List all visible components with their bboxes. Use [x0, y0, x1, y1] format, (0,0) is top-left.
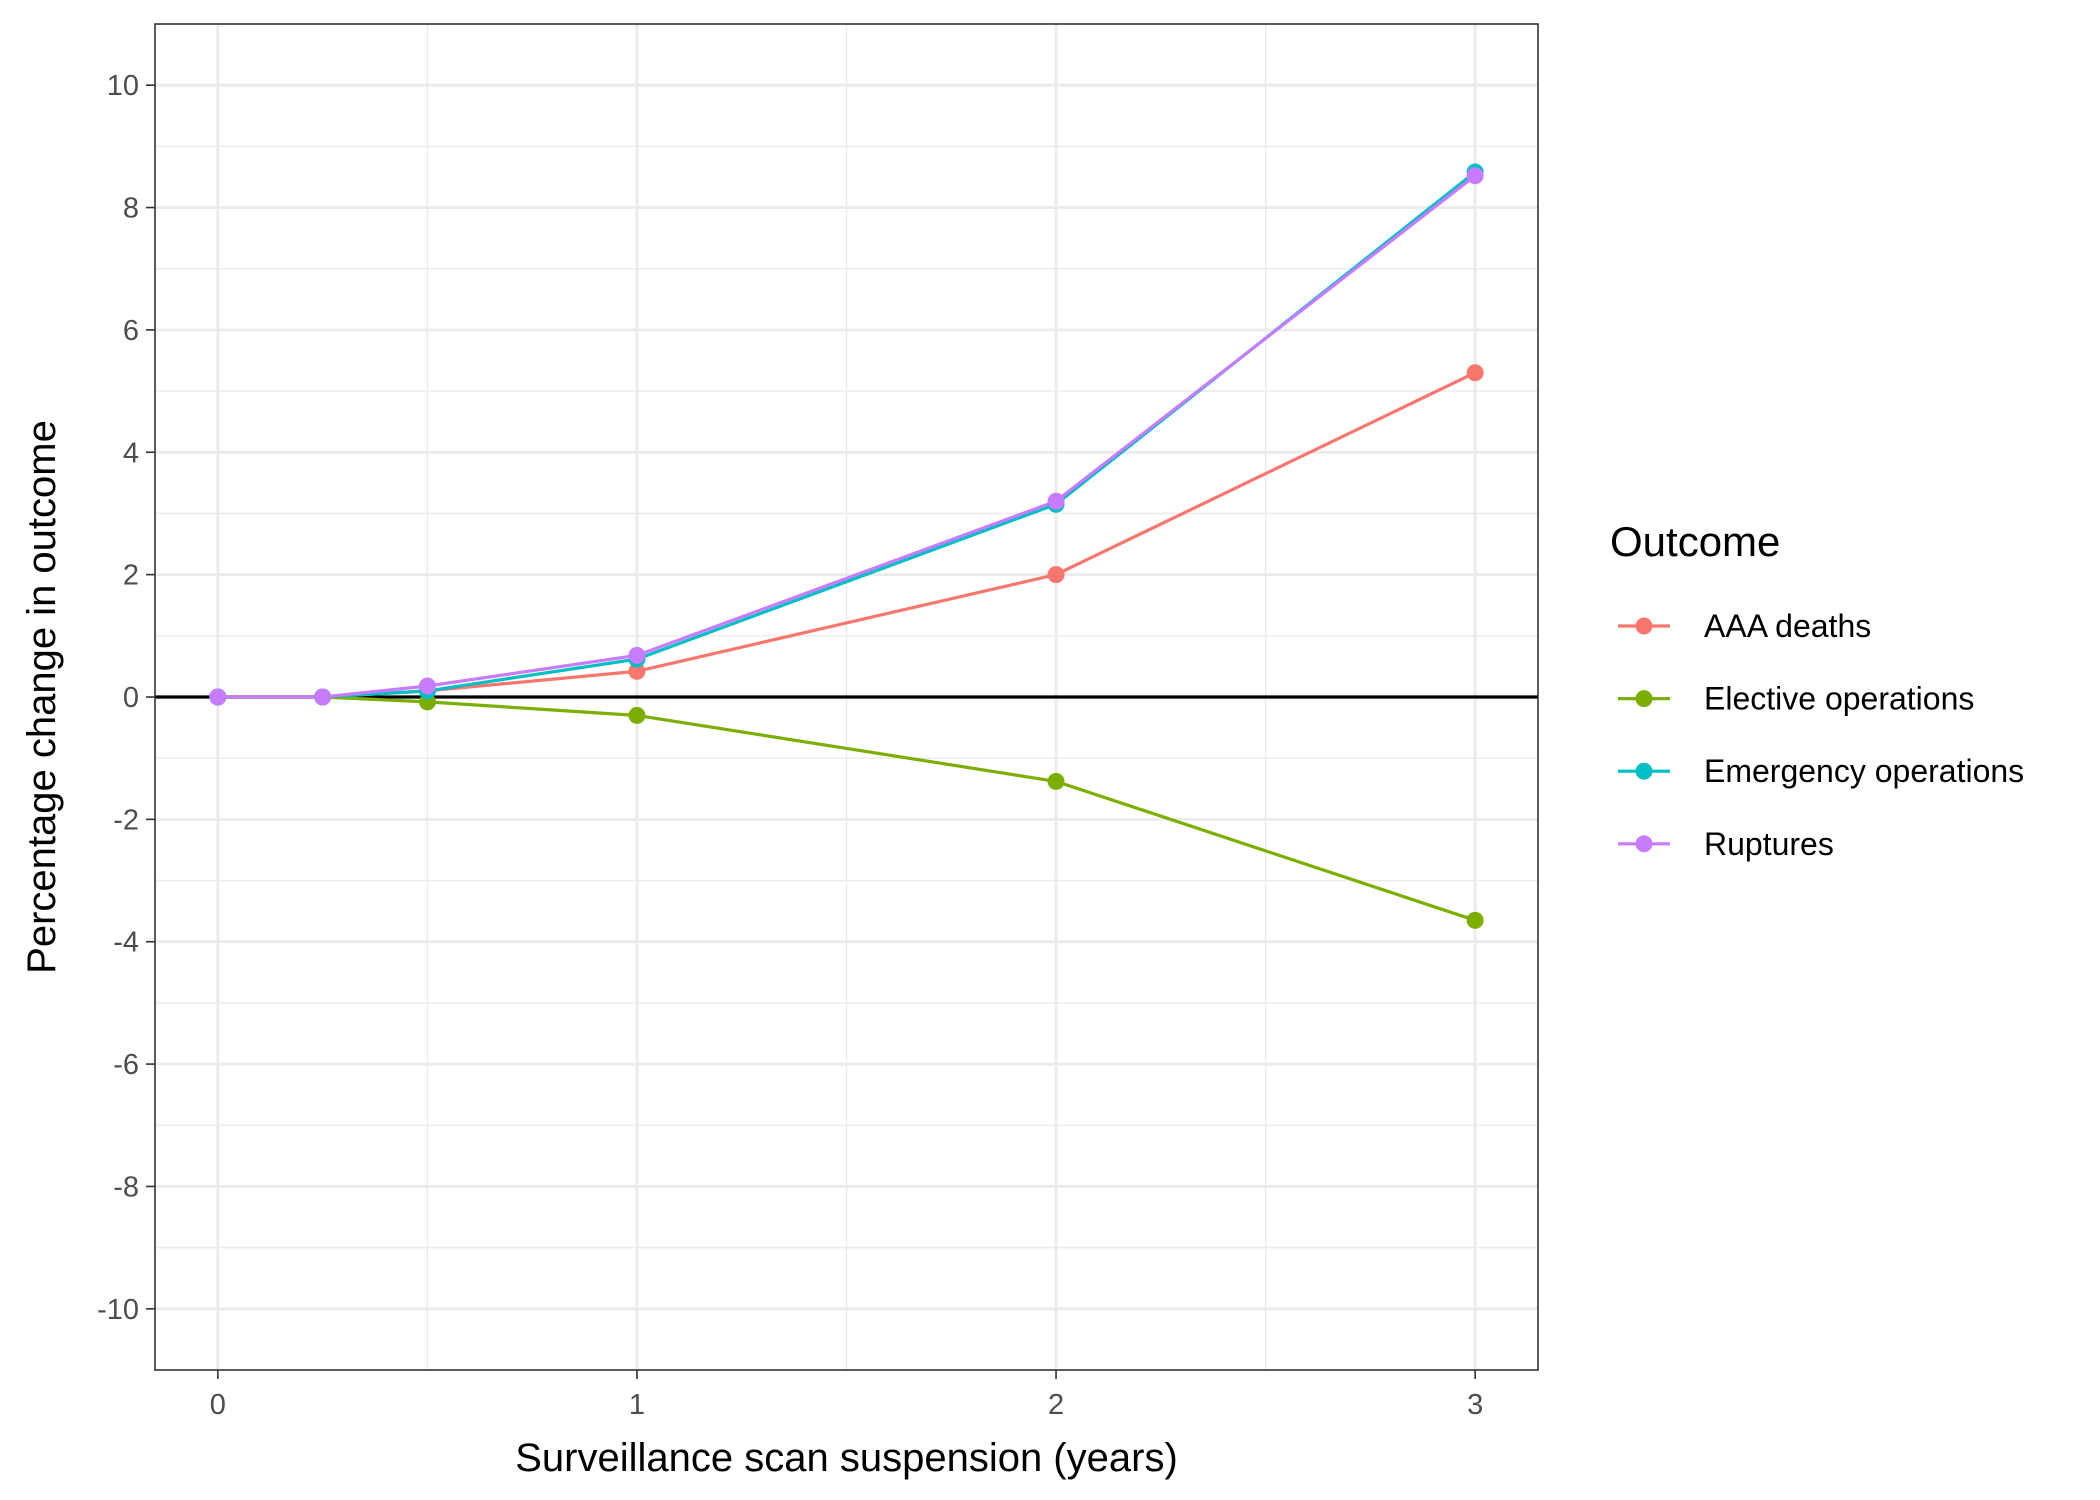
- y-tick-label: 6: [123, 315, 139, 347]
- series-group: [209, 163, 1484, 929]
- x-tick-label: 0: [210, 1389, 226, 1421]
- legend-label-1: Elective operations: [1704, 681, 1974, 717]
- legend-label-0: AAA deaths: [1704, 608, 1871, 644]
- x-tick-label: 2: [1048, 1389, 1064, 1421]
- legend: Outcome AAA deaths Elective operations Eme…: [1610, 518, 2024, 862]
- y-tick-label: 4: [123, 437, 139, 469]
- y-tick-label: -4: [113, 927, 139, 959]
- legend-title: Outcome: [1610, 518, 1780, 565]
- y-axis-title: Percentage change in outcome: [20, 420, 64, 974]
- legend-key-point: [1635, 617, 1653, 635]
- data-point-0-4: [1047, 566, 1065, 584]
- data-point-3-0: [209, 688, 227, 706]
- x-tick-label: 1: [629, 1389, 645, 1421]
- data-point-0-3: [628, 662, 646, 680]
- legend-key-point: [1635, 835, 1653, 853]
- y-tick-label: 8: [123, 193, 139, 225]
- data-point-3-1: [314, 688, 332, 706]
- y-tick-label: -10: [97, 1294, 139, 1326]
- data-point-1-5: [1466, 911, 1484, 929]
- legend-label-2: Emergency operations: [1704, 753, 2024, 789]
- legend-label-3: Ruptures: [1704, 826, 1834, 862]
- y-tick-label: -2: [113, 804, 139, 836]
- data-point-3-4: [1047, 492, 1065, 510]
- y-tick-label: 2: [123, 560, 139, 592]
- legend-key-point: [1635, 762, 1653, 780]
- data-point-3-2: [418, 677, 436, 695]
- data-point-3-5: [1466, 167, 1484, 185]
- data-point-3-3: [628, 646, 646, 664]
- axes: 0 1 2 3 -10 -8 -6 -4 -2 0 2 4 6 8 10: [97, 70, 1483, 1421]
- y-tick-label: 0: [123, 682, 139, 714]
- legend-key-point: [1635, 690, 1653, 708]
- x-axis-title: Surveillance scan suspension (years): [515, 1436, 1178, 1480]
- series-line-3: [217, 174, 1477, 699]
- data-point-1-3: [628, 706, 646, 724]
- y-tick-label: 10: [107, 70, 139, 102]
- data-point-0-5: [1466, 364, 1484, 382]
- data-point-1-4: [1047, 772, 1065, 790]
- y-tick-label: -6: [113, 1049, 139, 1081]
- y-tick-label: -8: [113, 1171, 139, 1203]
- x-tick-label: 3: [1467, 1389, 1483, 1421]
